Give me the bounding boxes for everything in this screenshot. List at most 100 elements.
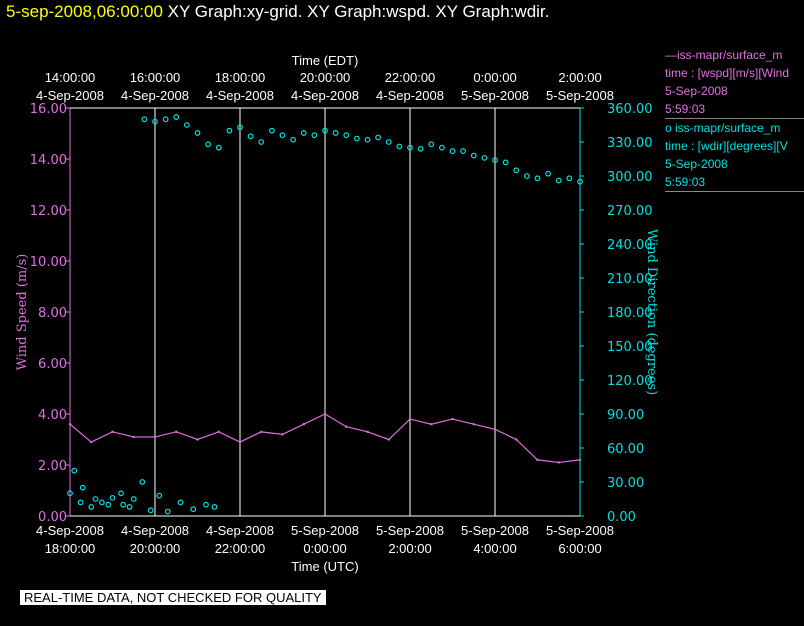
wspd-point (323, 412, 327, 416)
x-bottom-tick-date: 4-Sep-2008 (206, 523, 274, 538)
wdir-point (343, 132, 350, 139)
legend-wspd: —iss-mapr/surface_m time : [wspd][m/s][W… (665, 46, 804, 118)
wdir-point (152, 118, 158, 125)
x-top-tick-time: 14:00:00 (45, 70, 96, 85)
wspd-point (281, 433, 284, 436)
wdir-point (513, 167, 520, 174)
wdir-point (98, 499, 105, 506)
y-left-axis-title: Wind Speed (m/s) (15, 254, 30, 371)
wspd-point (90, 440, 93, 444)
x-top-tick-time: 0:00:00 (473, 70, 516, 85)
y-left-tick-label: 8.00 (38, 306, 67, 321)
legend-wdir: o iss-mapr/surface_m time : [wdir][degre… (665, 119, 804, 191)
wdir-point (555, 177, 562, 184)
wdir-point (396, 143, 403, 150)
y-left-tick-label: 4.00 (38, 408, 67, 423)
wdir-point (502, 159, 509, 166)
wdir-point (268, 127, 275, 134)
wdir-point (417, 145, 424, 152)
y-right-axis-title: Wind Direction (degrees) (644, 229, 659, 395)
wdir-point (205, 141, 212, 148)
legend-divider (665, 191, 804, 192)
x-top-tick-time: 20:00:00 (300, 70, 351, 85)
wdir-point (173, 114, 180, 120)
wspd-point (111, 430, 114, 434)
legend-wspd-time: 5:59:03 (665, 102, 706, 116)
wdir-point (237, 124, 243, 131)
x-top-tick-date: 4-Sep-2008 (376, 88, 444, 103)
wdir-point (247, 133, 254, 140)
y-left-tick-label: 2.00 (38, 459, 67, 474)
legend-wdir-time: 5:59:03 (665, 175, 706, 189)
wdir-point (194, 130, 201, 136)
wdir-point (311, 132, 318, 139)
wspd-point (132, 435, 135, 439)
x-bottom-tick-time: 18:00:00 (45, 541, 96, 556)
y-right-tick-label: 0.00 (607, 510, 636, 525)
y-left-tick-label: 12.00 (30, 204, 67, 219)
wdir-point (470, 152, 477, 159)
wdir-point (290, 136, 297, 143)
wdir-point (141, 116, 148, 123)
x-bottom-tick-time: 4:00:00 (473, 541, 516, 556)
x-bottom-tick-date: 5-Sep-2008 (291, 523, 359, 538)
graph-header: 5-sep-2008,06:00:00 XY Graph:xy-grid. XY… (6, 2, 549, 22)
x-bottom-tick-time: 2:00:00 (388, 541, 431, 556)
wdir-point (126, 504, 133, 510)
y-left-tick-label: 10.00 (30, 255, 67, 270)
legend-wspd-source: —iss-mapr/surface_m (665, 48, 783, 62)
x-bottom-tick-time: 20:00:00 (130, 541, 181, 556)
legend-divider (665, 118, 804, 119)
wdir-point (77, 499, 84, 506)
y-right-tick-label: 240.00 (607, 238, 653, 253)
wspd-point (557, 461, 560, 464)
wdir-point (147, 507, 154, 514)
wdir-point (88, 504, 95, 510)
x-top-tick-date: 5-Sep-2008 (461, 88, 529, 103)
quality-warning: REAL-TIME DATA, NOT CHECKED FOR QUALITY (20, 590, 326, 605)
wdir-point (79, 484, 86, 491)
wspd-point (366, 430, 369, 434)
wdir-point (449, 148, 456, 154)
wspd-point (217, 430, 220, 434)
y-right-tick-label: 60.00 (607, 442, 644, 457)
wdir-point (203, 501, 209, 508)
x-top-tick-time: 22:00:00 (385, 70, 436, 85)
wdir-point (322, 127, 328, 134)
y-left-tick-label: 14.00 (30, 153, 67, 168)
wspd-point (472, 423, 475, 426)
wdir-point (534, 175, 541, 182)
x-bottom-tick-date: 5-Sep-2008 (461, 523, 529, 538)
x-top-tick-date: 4-Sep-2008 (121, 88, 189, 103)
wspd-point (451, 417, 454, 421)
wdir-point (438, 144, 445, 151)
wdir-point (300, 130, 307, 136)
legend-wspd-date: 5-Sep-2008 (665, 84, 728, 98)
y-right-tick-label: 270.00 (607, 204, 653, 219)
wdir-point (566, 175, 573, 182)
x-bottom-tick-date: 4-Sep-2008 (121, 523, 189, 538)
wspd-point (302, 423, 305, 426)
wspd-point (408, 417, 412, 421)
wdir-point (332, 130, 339, 136)
x-top-tick-date: 5-Sep-2008 (546, 88, 614, 103)
wdir-point (164, 508, 171, 515)
wdir-point (481, 154, 488, 161)
legend-wdir-date: 5-Sep-2008 (665, 157, 728, 171)
y-right-tick-label: 360.00 (607, 102, 653, 117)
y-left-tick-label: 0.00 (38, 510, 67, 525)
x-top-axis-title: Time (EDT) (292, 53, 359, 68)
y-right-tick-label: 150.00 (607, 340, 653, 355)
wspd-point (430, 423, 433, 426)
wdir-point (407, 144, 413, 151)
legend-wdir-source: o iss-mapr/surface_m (665, 121, 781, 135)
x-top-tick-date: 4-Sep-2008 (291, 88, 359, 103)
wdir-point (428, 141, 435, 148)
wspd-point (387, 438, 390, 441)
wspd-point (493, 428, 497, 431)
x-bottom-axis-title: Time (UTC) (291, 559, 358, 574)
wspd-point (175, 430, 178, 434)
x-bottom-tick-date: 5-Sep-2008 (376, 523, 444, 538)
wdir-point (215, 144, 222, 151)
wdir-point (258, 139, 265, 145)
